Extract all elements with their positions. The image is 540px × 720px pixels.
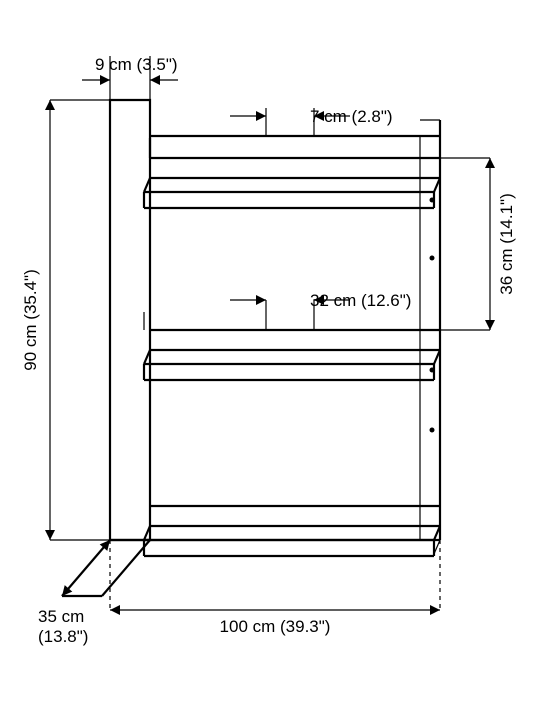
dim-9cm-label: 9 cm (3.5") <box>95 55 178 74</box>
dowel-hole <box>430 368 435 373</box>
dim-36cm-label: 36 cm (14.1") <box>497 193 516 294</box>
dim-35cm-label-a: 35 cm <box>38 607 84 626</box>
shelf-unit <box>62 100 440 596</box>
svg-text:36 cm (14.1"): 36 cm (14.1") <box>497 193 516 294</box>
dim-32cm-label: 32 cm (12.6") <box>310 291 411 310</box>
dim-90cm-label: 90 cm (35.4") <box>21 269 40 370</box>
dim-35cm-label-b: (13.8") <box>38 627 88 646</box>
dim-100cm-label: 100 cm (39.3") <box>220 617 331 636</box>
dowel-hole <box>430 428 435 433</box>
dim-7cm-label: 7 cm (2.8") <box>310 107 393 126</box>
dowel-hole <box>430 198 435 203</box>
dimension-drawing: 9 cm (3.5") 7 cm (2.8") 36 cm (14.1") 32 cm… <box>0 0 540 720</box>
dowel-hole <box>430 256 435 261</box>
